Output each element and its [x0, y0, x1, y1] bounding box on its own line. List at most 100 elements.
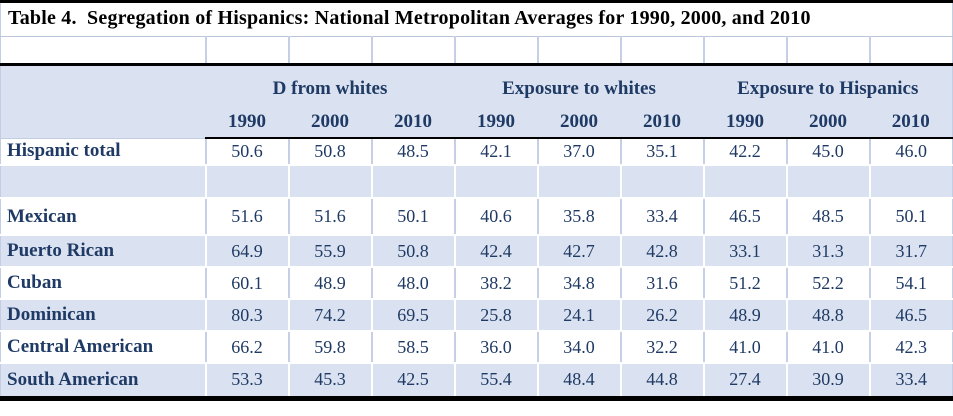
- row-label: South American: [0, 363, 206, 399]
- table-row: Mexican 51.6 51.6 50.1 40.6 35.8 33.4 46.5 48.5 5…: [0, 198, 953, 236]
- spacer-row: [0, 36, 953, 65]
- cell-value: [204, 165, 289, 199]
- cell-value: 42.1: [453, 138, 538, 166]
- cell-value: 27.4: [702, 363, 787, 399]
- cell-value: 45.0: [785, 138, 870, 166]
- cell-value: 31.7: [868, 235, 953, 268]
- spacer-cell: [287, 36, 372, 65]
- cell-value: 48.4: [536, 363, 621, 399]
- cell-value: 35.8: [536, 198, 621, 236]
- cell-value: 33.1: [702, 235, 787, 268]
- year-header: 2000: [537, 107, 621, 139]
- cell-value: 26.2: [619, 299, 704, 332]
- spacer-cell: [453, 36, 538, 65]
- cell-value: 37.0: [536, 138, 621, 166]
- cell-value: 33.4: [868, 363, 953, 399]
- table-row: South American 53.3 45.3 42.5 55.4 48.4 44.8 27…: [0, 363, 953, 399]
- spacer-cell: [370, 36, 455, 65]
- table-title: Table 4. Segregation of Hispanics: Natio…: [0, 0, 953, 37]
- cell-value: 50.6: [204, 138, 289, 166]
- cell-value: 48.0: [370, 267, 455, 300]
- cell-value: 30.9: [785, 363, 870, 399]
- year-header: 2010: [371, 107, 455, 139]
- cell-value: 51.2: [702, 267, 787, 300]
- cell-value: 46.5: [868, 299, 953, 332]
- cell-value: 40.6: [453, 198, 538, 236]
- cell-value: 35.1: [619, 138, 704, 166]
- year-header: 2010: [620, 107, 704, 139]
- cell-value: [619, 165, 704, 199]
- cell-value: 51.6: [287, 198, 372, 236]
- year-header: 2010: [869, 107, 953, 139]
- row-label: Mexican: [0, 198, 206, 236]
- year-header: 2000: [786, 107, 870, 139]
- spacer-cell: [785, 36, 870, 65]
- cell-value: 42.7: [536, 235, 621, 268]
- group-header-exposure-hispanics: Exposure to Hispanics: [703, 63, 953, 107]
- cell-value: 46.0: [868, 138, 953, 166]
- cell-value: 53.3: [204, 363, 289, 399]
- year-header: 1990: [703, 107, 787, 139]
- cell-value: 38.2: [453, 267, 538, 300]
- cell-value: 31.6: [619, 267, 704, 300]
- spacer-cell: [0, 36, 206, 65]
- year-header-row: 1990 2000 2010 1990 2000 2010 1990 2000 …: [0, 107, 953, 139]
- cell-value: 25.8: [453, 299, 538, 332]
- cell-value: 66.2: [204, 331, 289, 364]
- table-body: Hispanic total 50.6 50.8 48.5 42.1 37.0 35.1 42…: [0, 138, 953, 399]
- cell-value: 34.8: [536, 267, 621, 300]
- year-header-blank: [0, 107, 206, 139]
- cell-value: 48.5: [370, 138, 455, 166]
- cell-value: 50.1: [370, 198, 455, 236]
- cell-value: 51.6: [204, 198, 289, 236]
- spacer-cell: [536, 36, 621, 65]
- table-row: Cuban 60.1 48.9 48.0 38.2 34.8 31.6 51.2 52.2 54.…: [0, 267, 953, 300]
- row-label: Hispanic total: [0, 138, 206, 166]
- year-header: 1990: [454, 107, 538, 139]
- row-label: Dominican: [0, 299, 206, 332]
- cell-value: 41.0: [785, 331, 870, 364]
- cell-value: 69.5: [370, 299, 455, 332]
- cell-value: 42.2: [702, 138, 787, 166]
- cell-value: 42.8: [619, 235, 704, 268]
- cell-value: 48.8: [785, 299, 870, 332]
- cell-value: [702, 165, 787, 199]
- title-row: Table 4. Segregation of Hispanics: Natio…: [0, 0, 953, 37]
- cell-value: 74.2: [287, 299, 372, 332]
- spacer-cell: [204, 36, 289, 65]
- cell-value: 33.4: [619, 198, 704, 236]
- cell-value: 41.0: [702, 331, 787, 364]
- cell-value: 32.2: [619, 331, 704, 364]
- table-row: Dominican 80.3 74.2 69.5 25.8 24.1 26.2 48.9 48.…: [0, 299, 953, 332]
- table-row: Central American 66.2 59.8 58.5 36.0 34.0 32.2…: [0, 331, 953, 364]
- group-header-blank: [0, 63, 206, 107]
- cell-value: 45.3: [287, 363, 372, 399]
- spacer-cell: [702, 36, 787, 65]
- spacer-cell: [868, 36, 953, 65]
- cell-value: 59.8: [287, 331, 372, 364]
- cell-value: 48.5: [785, 198, 870, 236]
- cell-value: 54.1: [868, 267, 953, 300]
- cell-value: 50.8: [370, 235, 455, 268]
- cell-value: [287, 165, 372, 199]
- cell-value: [370, 165, 455, 199]
- cell-value: 42.5: [370, 363, 455, 399]
- cell-value: 42.4: [453, 235, 538, 268]
- table-row: Puerto Rican 64.9 55.9 50.8 42.4 42.7 42.8 33.1…: [0, 235, 953, 268]
- cell-value: 48.9: [702, 299, 787, 332]
- cell-value: [785, 165, 870, 199]
- cell-value: 50.1: [868, 198, 953, 236]
- cell-value: 55.9: [287, 235, 372, 268]
- cell-value: [453, 165, 538, 199]
- cell-value: 52.2: [785, 267, 870, 300]
- cell-value: 44.8: [619, 363, 704, 399]
- cell-value: 80.3: [204, 299, 289, 332]
- cell-value: 58.5: [370, 331, 455, 364]
- cell-value: 42.3: [868, 331, 953, 364]
- column-group-header-row: D from whites Exposure to whites Exposur…: [0, 63, 953, 107]
- cell-value: 50.8: [287, 138, 372, 166]
- group-header-exposure-whites: Exposure to whites: [454, 63, 704, 107]
- row-label: Puerto Rican: [0, 235, 206, 268]
- cell-value: 46.5: [702, 198, 787, 236]
- cell-value: 34.0: [536, 331, 621, 364]
